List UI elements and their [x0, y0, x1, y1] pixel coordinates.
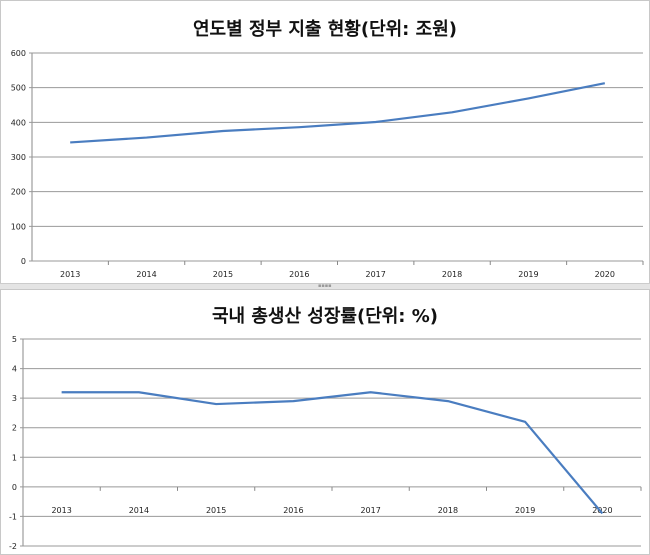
series-line: [70, 83, 605, 142]
chart-plot: 0 100 200 300 400 500 600 2013 2014 2015 2016 2017 2…: [1, 1, 649, 283]
y-tick-label: 1: [12, 453, 17, 462]
x-tick-label: 2020: [592, 506, 612, 515]
x-tick-label: 2013: [51, 506, 71, 515]
y-tick-label: 0: [12, 483, 17, 492]
x-tick-label: 2015: [206, 506, 226, 515]
series-line: [62, 392, 603, 513]
y-tick-label: 2: [12, 424, 17, 433]
y-tick-label: 3: [12, 394, 17, 403]
x-tick-label: 2016: [283, 506, 303, 515]
x-tick-label: 2017: [366, 270, 386, 279]
x-tick-label: 2018: [438, 506, 458, 515]
x-tick-label: 2019: [515, 506, 535, 515]
x-tick-label: 2013: [60, 270, 80, 279]
y-tick-label: 200: [11, 188, 26, 197]
y-tick-label: 100: [11, 222, 26, 231]
y-tick-label: 500: [11, 84, 26, 93]
x-tick-label: 2020: [595, 270, 615, 279]
chart-plot: -2 -1 0 1 2 3 4 5 2013 2014 2015 2016 2017 2018 2019 20…: [1, 290, 649, 554]
x-tick-label: 2018: [442, 270, 462, 279]
x-tick-label: 2016: [289, 270, 309, 279]
y-tick-label: -1: [9, 512, 17, 521]
y-tick-label: 5: [12, 335, 17, 344]
y-tick-label: 600: [11, 49, 26, 58]
y-tick-label: 400: [11, 118, 26, 127]
x-tick-label: 2014: [129, 506, 149, 515]
x-tick-label: 2017: [360, 506, 380, 515]
x-tick-label: 2015: [213, 270, 233, 279]
y-tick-label: -2: [9, 542, 17, 551]
x-tick-label: 2014: [136, 270, 156, 279]
x-tick-label: 2019: [518, 270, 538, 279]
y-tick-label: 300: [11, 153, 26, 162]
y-tick-label: 0: [21, 257, 26, 266]
y-tick-label: 4: [12, 365, 17, 374]
